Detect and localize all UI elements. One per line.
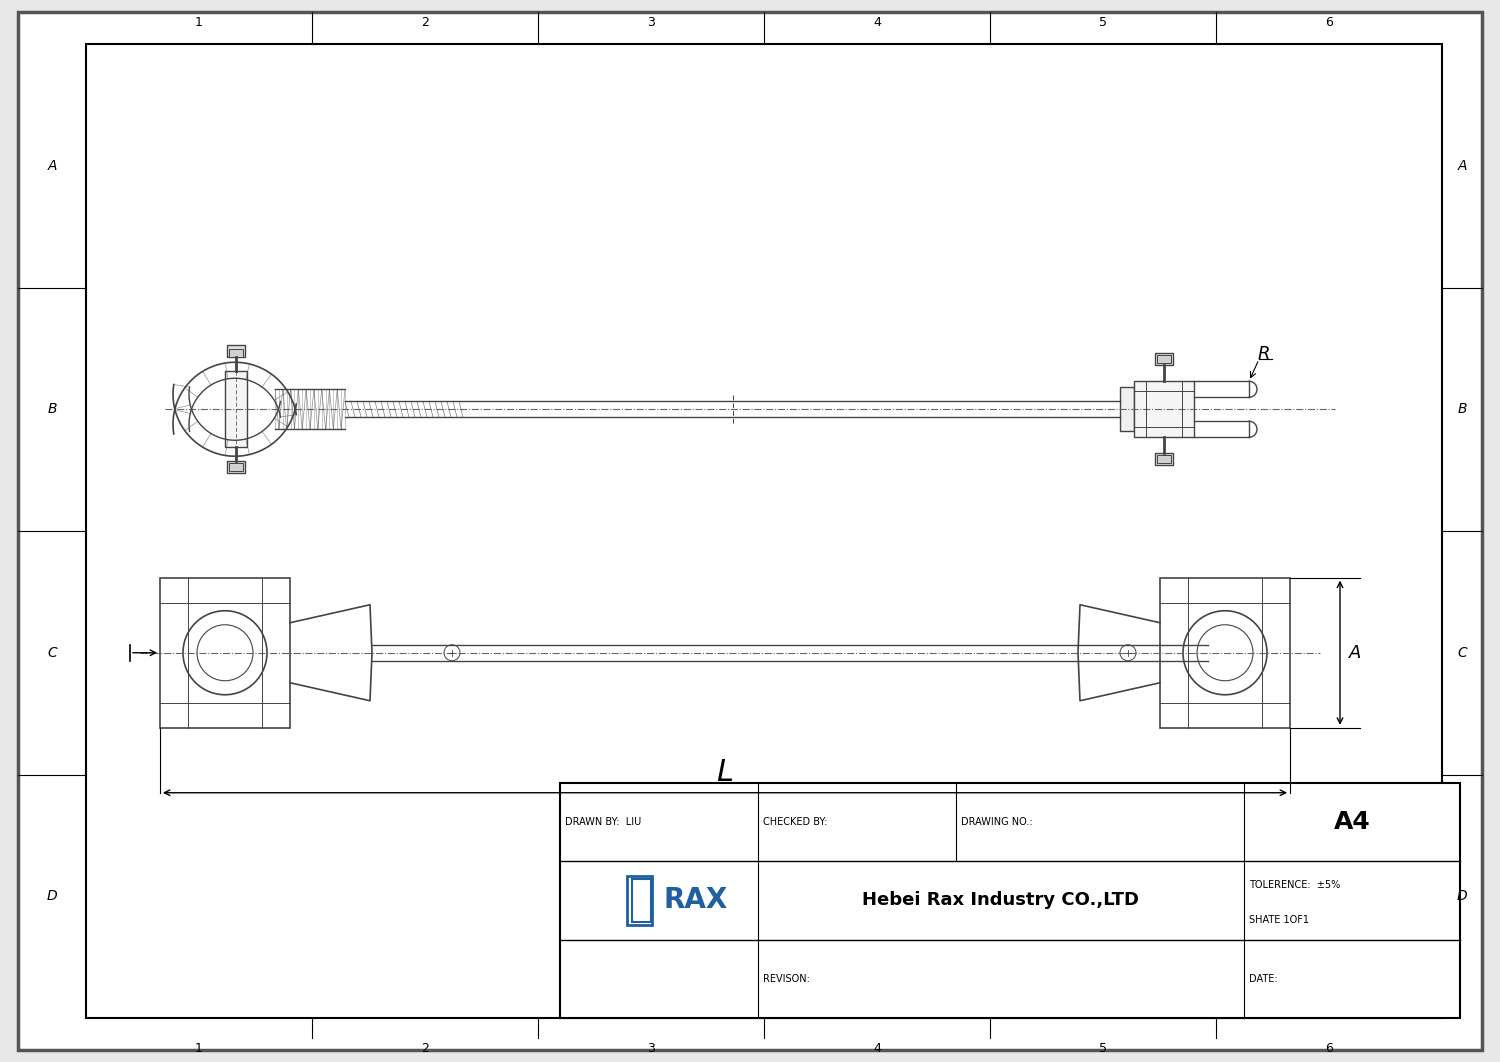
Text: A: A — [1456, 158, 1467, 173]
Text: L: L — [717, 758, 734, 787]
Text: A: A — [48, 158, 57, 173]
Text: DRAWN BY:  LIU: DRAWN BY: LIU — [566, 817, 642, 826]
Text: 3: 3 — [646, 16, 656, 29]
Text: SHATE 1OF1: SHATE 1OF1 — [1250, 914, 1310, 925]
Text: 2: 2 — [422, 16, 429, 29]
Text: REVISON:: REVISON: — [764, 974, 810, 983]
Text: DATE:: DATE: — [1250, 974, 1278, 983]
Text: A4: A4 — [1334, 809, 1371, 834]
Bar — [1155, 354, 1173, 365]
Bar — [1160, 578, 1290, 727]
Text: Hebei Rax Industry CO.,LTD: Hebei Rax Industry CO.,LTD — [862, 891, 1140, 909]
Text: 1: 1 — [195, 16, 202, 29]
Text: B: B — [1456, 402, 1467, 416]
Bar — [1134, 381, 1194, 438]
Bar — [226, 345, 244, 357]
Bar — [627, 876, 652, 925]
Text: R: R — [1257, 345, 1270, 363]
Bar — [1156, 456, 1172, 463]
Text: D: D — [1456, 889, 1467, 904]
Bar — [160, 578, 290, 727]
Text: 4: 4 — [873, 1042, 880, 1055]
Bar — [1120, 388, 1134, 431]
Text: RAX: RAX — [664, 887, 729, 914]
Text: 5: 5 — [1100, 16, 1107, 29]
Text: TOLERENCE:  ±5%: TOLERENCE: ±5% — [1250, 879, 1341, 890]
Text: DRAWING NO.:: DRAWING NO.: — [962, 817, 1032, 826]
Text: 6: 6 — [1324, 16, 1334, 29]
Text: 2: 2 — [422, 1042, 429, 1055]
Text: CHECKED BY:: CHECKED BY: — [764, 817, 828, 826]
Text: A: A — [1348, 644, 1360, 662]
Bar — [632, 879, 651, 922]
Bar — [226, 461, 244, 474]
Text: C: C — [46, 646, 57, 660]
Bar — [560, 783, 1460, 1018]
Text: 3: 3 — [646, 1042, 656, 1055]
Text: D: D — [46, 889, 57, 904]
Text: C: C — [1456, 646, 1467, 660]
Text: 4: 4 — [873, 16, 880, 29]
Text: B: B — [48, 402, 57, 416]
Bar — [1156, 356, 1172, 363]
Text: 5: 5 — [1100, 1042, 1107, 1055]
Bar — [225, 372, 248, 447]
Text: 6: 6 — [1324, 1042, 1334, 1055]
Text: 1: 1 — [195, 1042, 202, 1055]
Bar — [230, 349, 243, 357]
Bar — [230, 463, 243, 472]
Bar — [1155, 453, 1173, 465]
